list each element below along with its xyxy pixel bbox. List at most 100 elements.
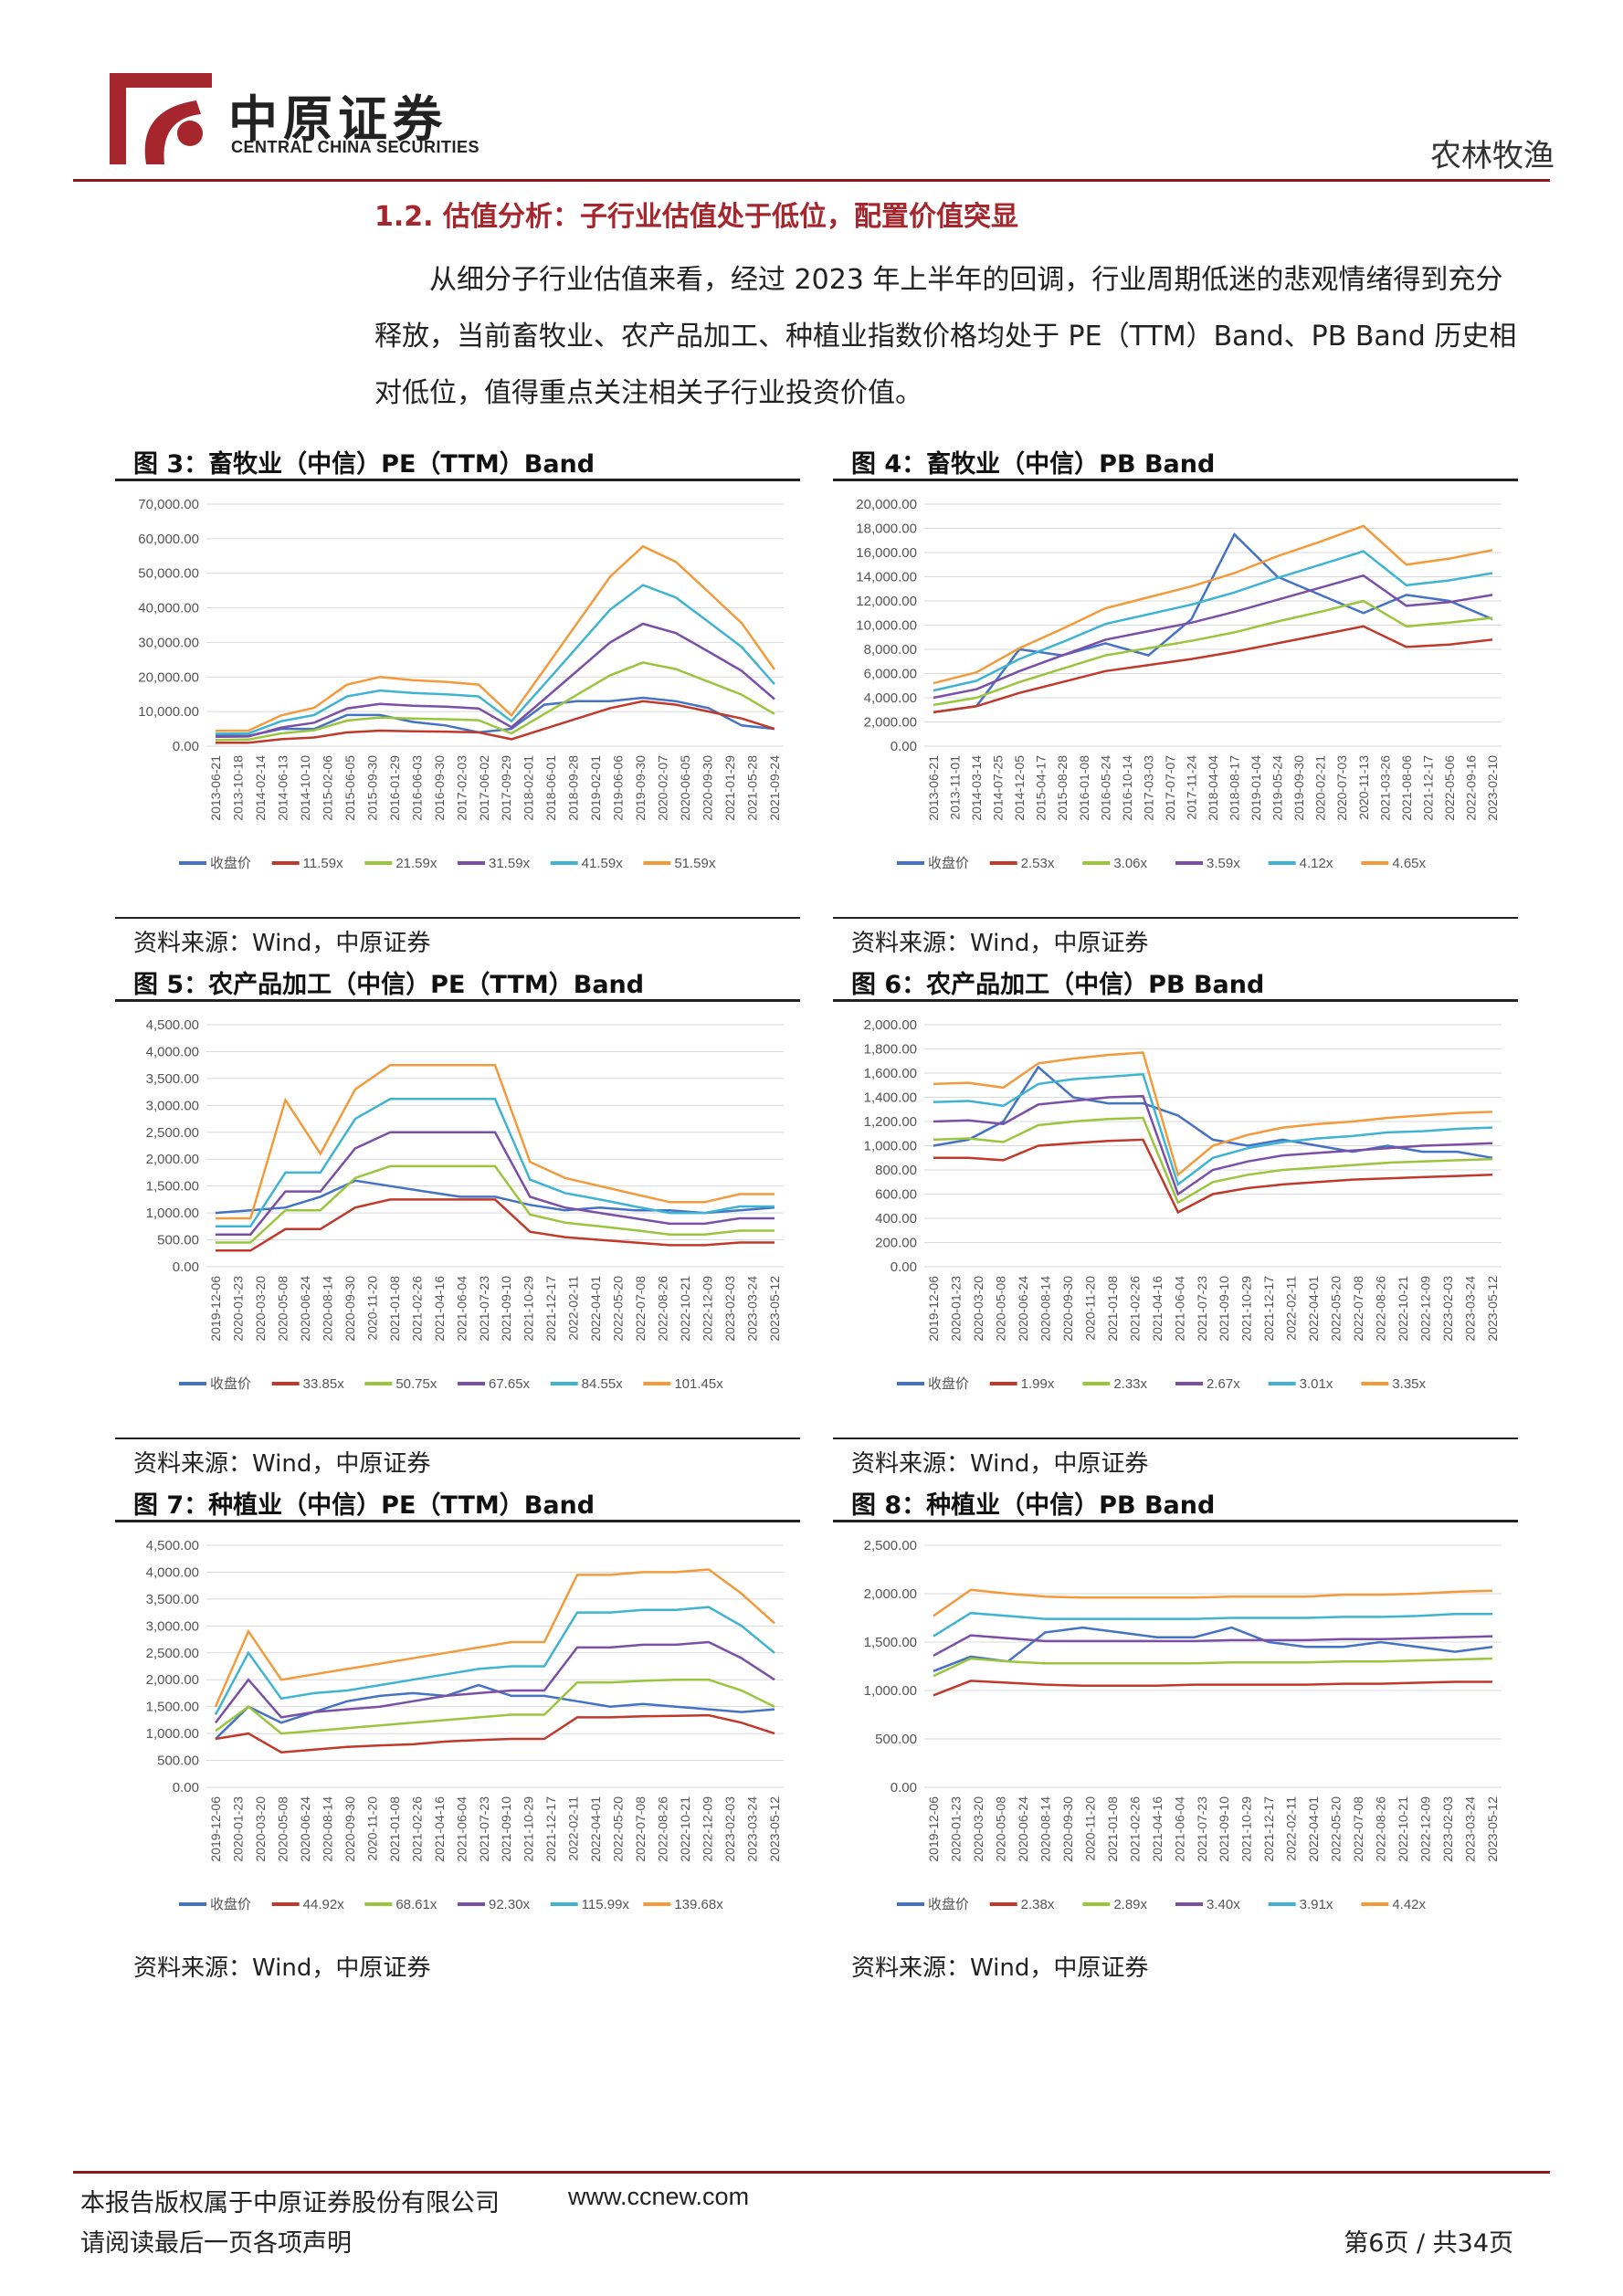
series-line-5: [933, 524, 1493, 685]
y-tick-label: 1,400.00: [864, 1090, 917, 1106]
x-tick-label: 2020-11-20: [1082, 1276, 1097, 1341]
legend-label: 4.65x: [1392, 856, 1426, 871]
x-tick-label: 2021-01-08: [1105, 1796, 1120, 1862]
x-tick-label: 2019-12-06: [208, 1796, 223, 1862]
x-tick-label: 2022-05-20: [611, 1276, 626, 1342]
x-tick-label: 2022-08-26: [656, 1276, 670, 1342]
series-line-2: [215, 661, 775, 742]
x-tick-label: 2023-02-03: [1440, 1796, 1455, 1862]
y-tick-label: 500.00: [157, 1233, 199, 1248]
x-tick-label: 2015-06-05: [343, 755, 357, 821]
x-tick-label: 2021-12-17: [1420, 755, 1435, 821]
x-tick-label: 2021-04-16: [1150, 1276, 1165, 1342]
x-tick-label: 2020-11-13: [1356, 755, 1371, 820]
x-tick-label: 2020-11-20: [1082, 1796, 1097, 1861]
legend-label: 3.35x: [1392, 1376, 1426, 1392]
series-line-3: [215, 622, 775, 739]
y-tick-label: 500.00: [875, 1732, 917, 1747]
y-tick-label: 50,000.00: [138, 566, 199, 582]
series-line-0: [933, 1065, 1493, 1160]
x-tick-label: 2020-06-05: [678, 755, 692, 821]
header-divider: [73, 179, 1550, 182]
y-tick-label: 6,000.00: [864, 667, 917, 682]
series-line-5: [215, 544, 776, 732]
x-tick-label: 2015-04-17: [1034, 755, 1049, 821]
x-tick-label: 2016-06-03: [409, 755, 424, 821]
x-tick-label: 2013-06-21: [208, 755, 223, 821]
y-tick-label: 2,500.00: [864, 1538, 917, 1553]
legend-label: 2.53x: [1021, 856, 1055, 871]
x-tick-label: 2023-02-10: [1485, 755, 1500, 821]
figure-bottom-rule: [833, 1438, 1518, 1439]
y-tick-label: 4,000.00: [146, 1044, 199, 1059]
figure-source-8: 资料来源：Wind，中原证券: [851, 1954, 1149, 1982]
x-tick-label: 2021-06-04: [1172, 1796, 1186, 1862]
x-tick-label: 2021-12-17: [1261, 1796, 1276, 1862]
x-tick-label: 2021-04-16: [1150, 1796, 1165, 1862]
series-line-1: [216, 1198, 775, 1252]
x-tick-label: 2021-07-23: [477, 1796, 491, 1862]
y-tick-label: 2,000.00: [864, 1017, 917, 1033]
y-tick-label: 1,000.00: [146, 1726, 199, 1742]
x-tick-label: 2022-02-11: [566, 1276, 581, 1341]
x-tick-label: 2016-01-29: [387, 755, 402, 821]
paragraph-line-3: 对低位，值得重点关注相关子行业投资价值。: [374, 377, 922, 409]
x-tick-label: 2020-09-30: [701, 755, 715, 821]
x-tick-label: 2021-12-17: [543, 1796, 558, 1862]
x-tick-label: 2022-10-21: [678, 1276, 692, 1342]
y-tick-label: 1,600.00: [864, 1066, 917, 1081]
series-line-4: [214, 1606, 775, 1716]
figure-title-7: 图 7：种植业（中信）PE（TTM）Band: [133, 1491, 595, 1520]
x-tick-label: 2021-09-10: [1217, 1796, 1231, 1862]
x-tick-label: 2022-08-26: [1374, 1276, 1388, 1342]
legend-label: 3.59x: [1207, 856, 1240, 871]
series-line-0: [216, 696, 775, 737]
x-tick-label: 2016-10-14: [1120, 755, 1134, 821]
y-tick-label: 16,000.00: [856, 545, 917, 561]
x-tick-label: 2019-05-24: [1270, 755, 1285, 821]
x-tick-label: 2014-12-05: [1012, 755, 1027, 821]
x-tick-label: 2020-11-20: [364, 1276, 379, 1341]
paragraph-line-2: 释放，当前畜牧业、农产品加工、种植业指数价格均处于 PE（TTM）Band、PB…: [374, 321, 1517, 353]
y-tick-label: 3,500.00: [146, 1071, 199, 1087]
x-tick-label: 2021-07-23: [1195, 1796, 1209, 1862]
series-line-2: [215, 1678, 775, 1735]
figure-title-4: 图 4：畜牧业（中信）PB Band: [851, 450, 1216, 479]
y-tick-label: 4,500.00: [146, 1538, 199, 1553]
x-tick-label: 2022-02-11: [1284, 1796, 1299, 1861]
x-tick-label: 2013-11-01: [948, 755, 963, 820]
x-tick-label: 2021-10-29: [1239, 1796, 1254, 1862]
footer-url-link[interactable]: www.ccnew.com: [568, 2183, 750, 2210]
company-logo-mark: [110, 73, 212, 164]
figure-title-5: 图 5：农产品加工（中信）PE（TTM）Band: [133, 971, 645, 999]
series-line-1: [933, 1680, 1492, 1697]
legend-label: 3.40x: [1207, 1897, 1240, 1912]
y-tick-label: 2,000.00: [864, 1586, 917, 1602]
x-tick-label: 2020-08-14: [1038, 1276, 1052, 1342]
x-tick-label: 2023-05-12: [1485, 1796, 1500, 1862]
x-tick-label: 2022-07-08: [633, 1796, 648, 1862]
series-line-3: [215, 1640, 775, 1724]
x-tick-label: 2020-03-20: [971, 1796, 985, 1862]
x-tick-label: 2020-05-08: [275, 1276, 290, 1342]
legend-label: 92.30x: [489, 1897, 531, 1912]
y-tick-label: 1,800.00: [864, 1042, 917, 1058]
figure-top-rule: [115, 999, 800, 1002]
x-tick-label: 2022-08-26: [1374, 1796, 1388, 1862]
figure-top-rule: [833, 1520, 1518, 1522]
legend-label: 11.59x: [303, 856, 343, 871]
x-tick-label: 2020-08-14: [1038, 1796, 1052, 1862]
y-tick-label: 1,000.00: [864, 1683, 917, 1699]
x-tick-label: 2020-02-21: [1313, 755, 1328, 821]
series-line-4: [933, 1611, 1492, 1638]
legend-label: 68.61x: [395, 1897, 437, 1912]
legend-label: 21.59x: [395, 856, 437, 871]
series-line-3: [933, 574, 1493, 700]
x-tick-label: 2019-06-06: [611, 755, 626, 821]
legend-label: 收盘价: [210, 1896, 251, 1912]
x-tick-label: 2020-03-20: [971, 1276, 985, 1342]
x-tick-label: 2018-02-01: [522, 755, 536, 821]
series-line-3: [216, 1131, 775, 1236]
y-tick-label: 4,000.00: [864, 690, 917, 706]
y-tick-label: 0.00: [891, 1259, 917, 1275]
